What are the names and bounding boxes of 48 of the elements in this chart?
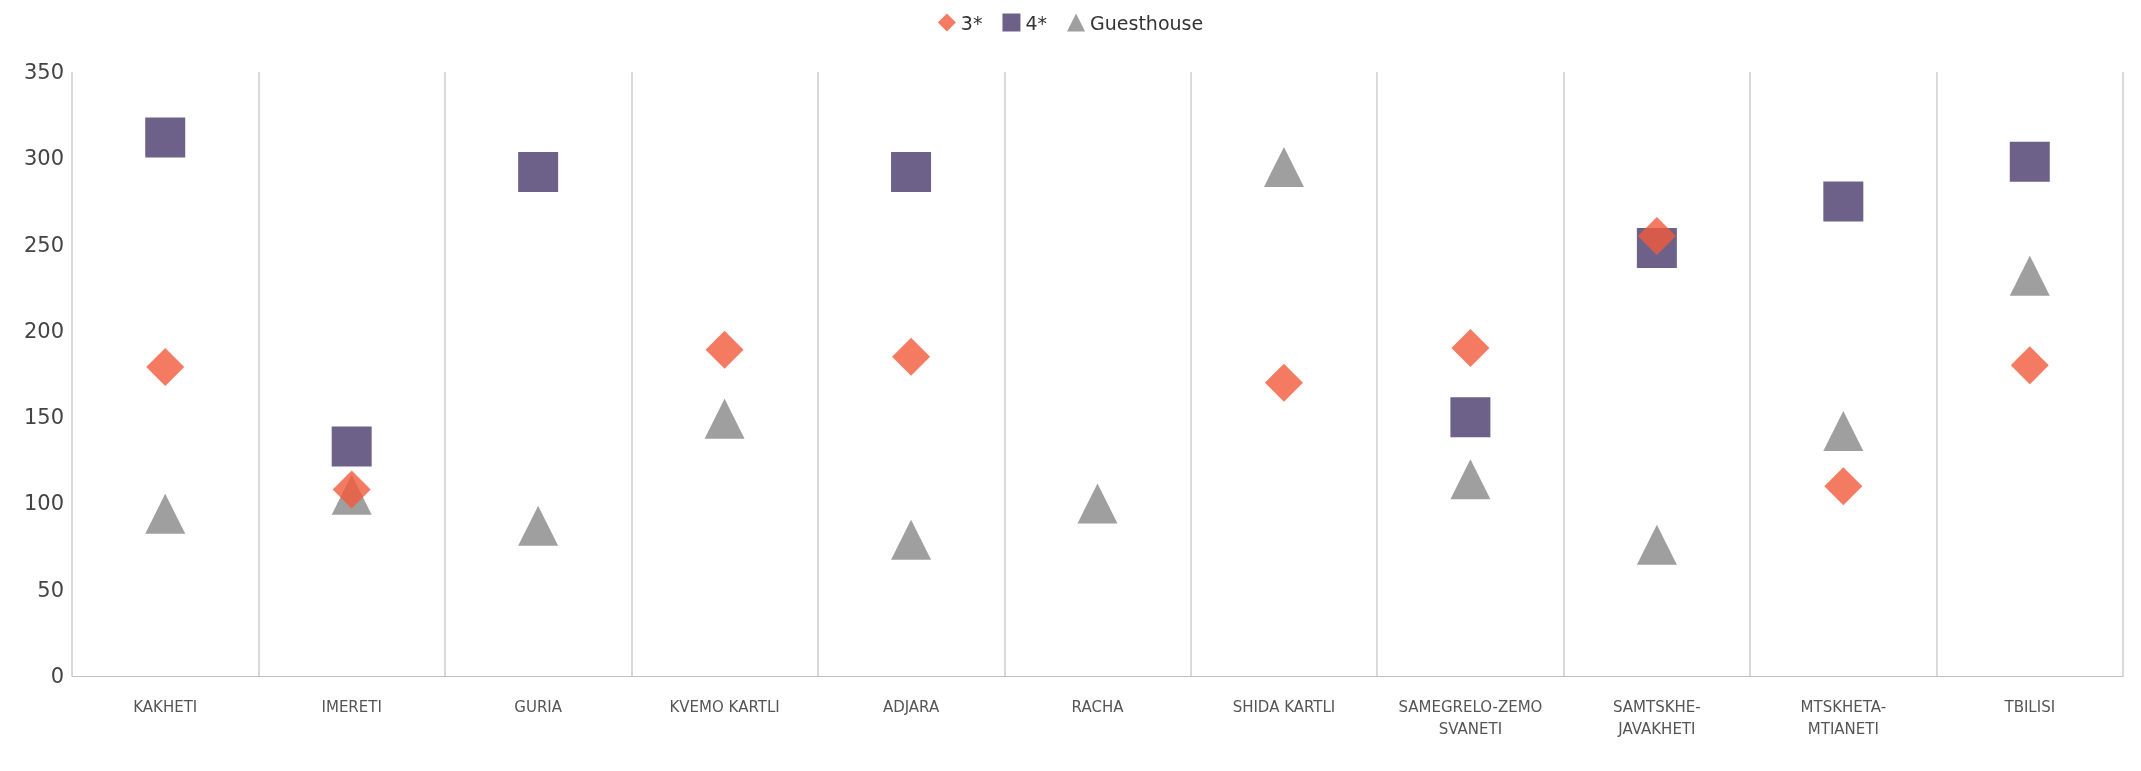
y-tick-label: 100 (23, 491, 64, 516)
point (146, 348, 185, 387)
legend-label: 3* (960, 11, 983, 34)
y-tick-label: 50 (37, 577, 64, 602)
point (332, 470, 371, 509)
x-tick-label: KVEMO KARTLI (669, 698, 780, 716)
point (705, 330, 744, 369)
point (331, 426, 372, 467)
y-tick-label: 150 (23, 405, 64, 430)
x-tick-label: KAKHETI (133, 698, 198, 716)
point (1450, 459, 1491, 500)
point (1077, 483, 1118, 524)
point (2009, 255, 2050, 296)
point (1264, 363, 1303, 402)
y-tick-label: 200 (23, 318, 64, 343)
point (1824, 467, 1863, 506)
point (1823, 181, 1864, 222)
point (891, 152, 932, 193)
point (145, 493, 186, 534)
x-tick-label: TBILISI (2003, 698, 2056, 716)
point (1636, 524, 1677, 565)
x-tick-label: SAMEGRELO-ZEMO SVANETI (1398, 698, 1543, 738)
point (1451, 329, 1490, 368)
x-tick-label: ADJARA (882, 698, 940, 716)
point (891, 519, 932, 560)
point (1823, 410, 1864, 451)
point (145, 117, 186, 158)
y-tick-label: 250 (23, 232, 64, 257)
point (704, 398, 745, 439)
point (518, 152, 559, 193)
y-tick-label: 300 (23, 146, 64, 171)
y-tick-label: 0 (50, 664, 64, 688)
x-tick-label: GURIA (514, 698, 563, 716)
x-tick-label: SHIDA KARTLI (1232, 698, 1336, 716)
x-tick-label: RACHA (1071, 698, 1125, 716)
point (1450, 397, 1491, 438)
legend-label: Guesthouse (1090, 11, 1204, 34)
x-tick-label: IMERETI (321, 698, 382, 716)
point (1637, 216, 1676, 255)
point (2009, 141, 2050, 182)
point (1263, 146, 1304, 187)
point (518, 505, 559, 546)
x-tick-label: MTSKHETA- MTIANETI (1800, 698, 1887, 738)
point (892, 337, 931, 376)
x-tick-label: SAMTSKHE- JAVAKHETI (1613, 698, 1701, 738)
legend-label: 4* (1025, 11, 1048, 34)
y-tick-label: 350 (23, 60, 64, 84)
point (2010, 346, 2049, 385)
